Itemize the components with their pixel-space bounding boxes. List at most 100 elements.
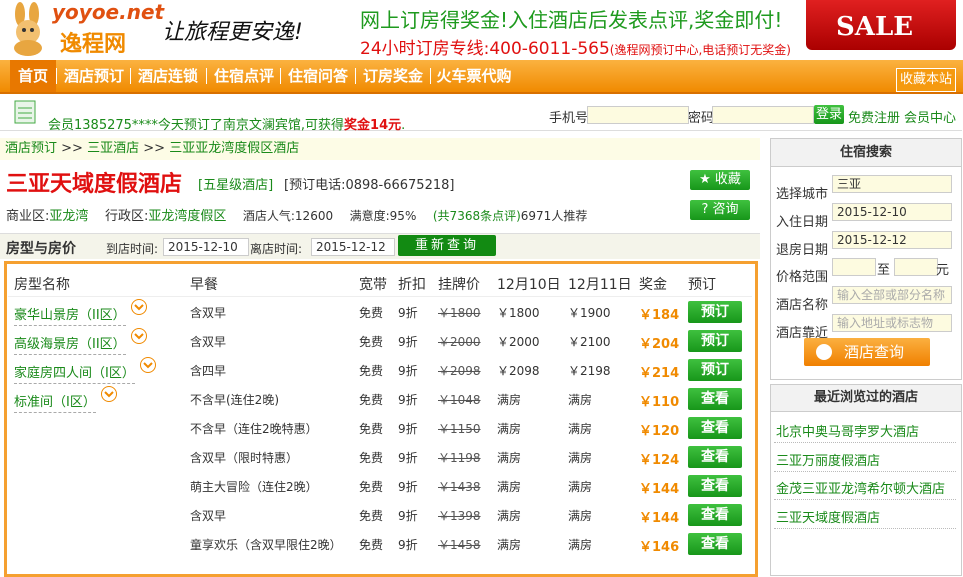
logo-domain: yoyoe.net	[52, 0, 165, 24]
expand-icon[interactable]	[139, 356, 157, 374]
recent-hotel[interactable]: 金茂三亚亚龙湾希尔顿大酒店	[776, 482, 946, 497]
nav-item[interactable]: 首页	[10, 60, 56, 92]
ticker-bar	[0, 96, 962, 131]
column-header: 预订	[688, 277, 716, 293]
breakfast: 萌主大冒险（连住2晚）	[190, 480, 318, 494]
day1: 满房	[497, 480, 522, 494]
checkin-input[interactable]: 2015-12-10	[163, 238, 249, 256]
crumb-separator: >>	[61, 141, 83, 156]
field-input[interactable]: 2015-12-10	[832, 203, 952, 221]
nav-item[interactable]: 住宿问答	[287, 67, 348, 85]
action-button[interactable]: 预订	[688, 301, 742, 323]
register-link[interactable]: 免费注册	[848, 111, 901, 126]
action-button[interactable]: 查看	[688, 475, 742, 497]
price-to: 至	[877, 263, 891, 278]
reviews[interactable]: (共7368条点评)	[432, 209, 521, 223]
action-button[interactable]: 查看	[688, 533, 742, 555]
list-price: ￥2000	[438, 335, 481, 349]
field-input[interactable]: 三亚	[832, 175, 952, 193]
phone-input[interactable]	[587, 106, 689, 124]
checkout-label: 离店时间:	[250, 242, 303, 256]
crumb[interactable]: 三亚亚龙湾度假区酒店	[169, 141, 300, 156]
expand-icon[interactable]	[100, 385, 118, 403]
action-button[interactable]: 预订	[688, 359, 742, 381]
day2: 满房	[568, 393, 593, 407]
recent-title: 最近浏览过的酒店	[771, 385, 961, 412]
day1: ￥2000	[497, 335, 540, 349]
discount: 9折	[398, 306, 418, 320]
requery-button[interactable]: 重新查询	[398, 235, 496, 256]
room-name[interactable]: 标准间（I区）	[14, 391, 96, 413]
action-button[interactable]: 查看	[688, 417, 742, 439]
field-label: 酒店名称	[776, 298, 829, 313]
internet: 免费	[359, 538, 384, 552]
sale-banner[interactable]: SALE	[806, 0, 956, 50]
field-input[interactable]: 输入全部或部分名称	[832, 286, 952, 304]
list-price: ￥1150	[438, 422, 481, 436]
nav-divider	[130, 68, 131, 84]
admin-district[interactable]: 亚龙湾度假区	[148, 209, 227, 224]
bonus: ￥110	[639, 395, 680, 410]
room-name[interactable]: 家庭房四人间（I区）	[14, 362, 135, 384]
recent-hotel[interactable]: 北京中奥马哥孛罗大酒店	[776, 425, 920, 440]
sale-text: SALE	[836, 12, 914, 42]
nav-item[interactable]: 住宿点评	[213, 67, 274, 85]
action-button[interactable]: 预订	[688, 330, 742, 352]
rooms-title: 房型与房价	[6, 241, 76, 257]
column-header: 房型名称	[14, 277, 70, 293]
login-button[interactable]: 登录	[814, 105, 844, 124]
bookmark-button[interactable]: 收藏本站	[896, 68, 956, 92]
member-center-link[interactable]: 会员中心	[904, 111, 957, 126]
nav-item[interactable]: 订房奖金	[362, 67, 423, 85]
recent-hotel[interactable]: 三亚万丽度假酒店	[776, 453, 881, 469]
day1: ￥1800	[497, 306, 540, 320]
consult-button[interactable]: ? 咨询	[690, 200, 750, 220]
action-button[interactable]: 查看	[688, 504, 742, 526]
field-label: 入住日期	[776, 215, 829, 230]
room-name[interactable]: 高级海景房（II区）	[14, 333, 126, 355]
crumb[interactable]: 三亚酒店	[87, 141, 140, 156]
logo-rabbit	[14, 2, 42, 56]
slogan: 让旅程更安逸!	[162, 20, 303, 45]
crumb[interactable]: 酒店预订	[5, 141, 58, 156]
district-label: 商业区:	[6, 209, 50, 224]
crumb-separator: >>	[143, 141, 166, 156]
field-input[interactable]: 输入地址或标志物	[832, 314, 952, 332]
popularity: 酒店人气:12600	[242, 209, 334, 223]
nav-item[interactable]: 酒店连锁	[137, 67, 198, 85]
nav-item[interactable]: 火车票代购	[436, 67, 512, 85]
list-price: ￥1458	[438, 538, 481, 552]
column-header: 折扣	[398, 277, 426, 293]
breakfast: 不含早(连住2晚)	[190, 393, 279, 407]
list-price: ￥1048	[438, 393, 481, 407]
discount: 9折	[398, 335, 418, 349]
favorite-button[interactable]: ★ 收藏	[690, 170, 750, 190]
hotline-note: (逸程网预订中心,电话预订无奖金)	[609, 43, 791, 57]
password-input[interactable]	[712, 106, 814, 124]
price-min-input[interactable]	[832, 258, 876, 276]
action-button[interactable]: 查看	[688, 446, 742, 468]
field-label: 退房日期	[776, 243, 829, 258]
column-header: 早餐	[190, 277, 218, 293]
price-unit: 元	[936, 263, 950, 278]
expand-icon[interactable]	[130, 298, 148, 316]
checkout-input[interactable]: 2015-12-12	[311, 238, 395, 256]
discount: 9折	[398, 393, 418, 407]
district[interactable]: 亚龙湾	[49, 209, 89, 224]
bonus: ￥144	[639, 511, 680, 526]
ticker-text: 会员1385275****今天预订了南京文澜宾馆,可获得	[48, 118, 345, 133]
ticker: 会员1385275****今天预订了南京文澜宾馆,可获得奖金14元.	[48, 114, 405, 133]
expand-icon[interactable]	[130, 327, 148, 345]
internet: 免费	[359, 306, 384, 320]
recent-divider	[774, 470, 956, 472]
day2: ￥2198	[568, 364, 611, 378]
price-max-input[interactable]	[894, 258, 938, 276]
phone-label: 手机号	[549, 111, 589, 126]
action-button[interactable]: 查看	[688, 388, 742, 410]
internet: 免费	[359, 451, 384, 465]
field-input[interactable]: 2015-12-12	[832, 231, 952, 249]
nav-item[interactable]: 酒店预订	[63, 67, 124, 85]
recent-hotel[interactable]: 三亚天域度假酒店	[776, 510, 881, 526]
search-button[interactable]: 酒店查询	[804, 338, 930, 366]
room-name[interactable]: 豪华山景房（II区）	[14, 304, 126, 326]
